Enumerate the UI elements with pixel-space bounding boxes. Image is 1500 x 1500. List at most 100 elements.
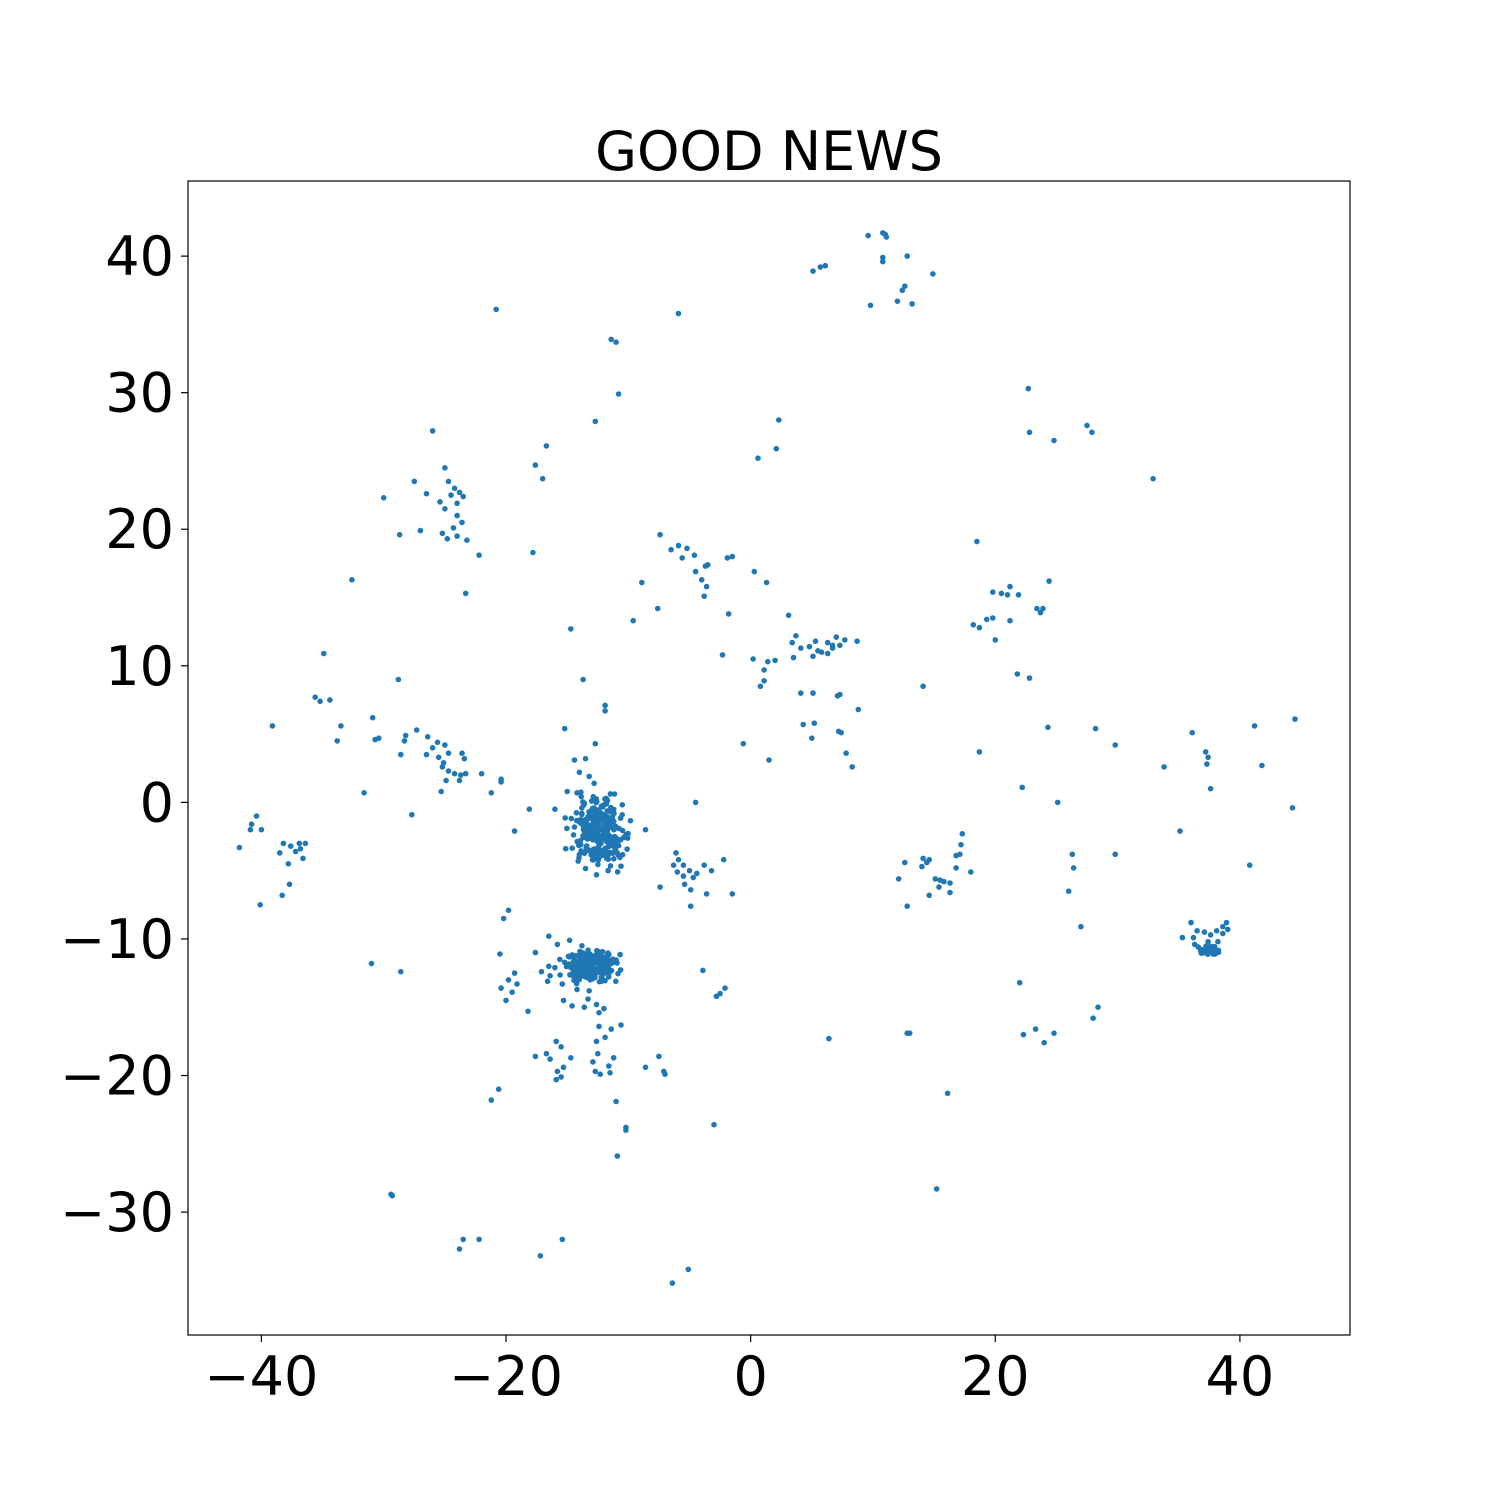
data-point-186 bbox=[558, 1044, 564, 1050]
data-point-138 bbox=[701, 862, 707, 868]
data-point-626 bbox=[588, 852, 594, 858]
x-tick-label: 0 bbox=[733, 1345, 767, 1408]
data-point-4 bbox=[615, 391, 622, 397]
data-point-81 bbox=[247, 826, 254, 833]
data-point-520 bbox=[598, 803, 605, 809]
data-point-288 bbox=[854, 638, 860, 644]
data-point-200 bbox=[607, 1070, 613, 1076]
x-tick-label: 40 bbox=[1206, 1345, 1275, 1408]
data-point-329 bbox=[992, 637, 999, 643]
data-point-608 bbox=[612, 847, 619, 853]
data-point-304 bbox=[800, 721, 806, 728]
data-point-402 bbox=[826, 1035, 832, 1042]
data-point-224 bbox=[700, 967, 706, 974]
data-point-349 bbox=[895, 876, 902, 882]
data-point-298 bbox=[757, 683, 764, 690]
data-point-279 bbox=[790, 654, 797, 661]
y-tick-label: 0 bbox=[140, 771, 174, 834]
data-point-245 bbox=[1025, 385, 1032, 392]
data-point-639 bbox=[584, 847, 591, 854]
data-point-902 bbox=[1206, 949, 1213, 955]
data-point-393 bbox=[1016, 979, 1023, 986]
data-point-845 bbox=[576, 968, 582, 975]
data-point-628 bbox=[593, 819, 600, 826]
data-point-16 bbox=[454, 500, 460, 507]
data-point-214 bbox=[495, 1086, 502, 1092]
data-point-258 bbox=[691, 552, 698, 558]
data-point-236 bbox=[930, 271, 936, 277]
data-point-21 bbox=[442, 506, 448, 512]
data-point-28 bbox=[396, 531, 403, 538]
data-point-67 bbox=[456, 777, 463, 784]
data-point-163 bbox=[566, 937, 573, 944]
data-point-391 bbox=[1215, 938, 1221, 945]
x-axis: −40 −20 0 20 40 bbox=[204, 1335, 1274, 1408]
data-point-197 bbox=[597, 1071, 603, 1077]
data-point-61 bbox=[439, 764, 446, 770]
data-point-240 bbox=[902, 283, 908, 290]
data-point-174 bbox=[560, 997, 567, 1004]
data-point-232 bbox=[865, 232, 871, 239]
data-point-269 bbox=[763, 579, 770, 586]
data-point-93 bbox=[286, 881, 293, 888]
data-point-351 bbox=[902, 859, 908, 866]
data-point-618 bbox=[607, 817, 614, 823]
data-point-344 bbox=[1207, 785, 1214, 792]
data-point-207 bbox=[613, 1098, 619, 1105]
data-point-425 bbox=[562, 815, 568, 821]
data-point-595 bbox=[581, 800, 588, 807]
data-point-199 bbox=[610, 1055, 617, 1061]
data-point-98 bbox=[552, 806, 558, 812]
data-point-321 bbox=[1040, 605, 1046, 612]
data-point-188 bbox=[554, 1068, 561, 1075]
data-point-252 bbox=[773, 445, 780, 452]
data-point-862 bbox=[614, 960, 620, 966]
data-point-346 bbox=[1259, 762, 1265, 769]
data-point-157 bbox=[546, 963, 552, 970]
data-point-267 bbox=[729, 553, 736, 560]
data-point-276 bbox=[793, 633, 799, 639]
data-point-853 bbox=[582, 961, 589, 968]
data-point-582 bbox=[588, 808, 594, 814]
data-point-291 bbox=[829, 642, 836, 649]
data-point-218 bbox=[476, 1236, 482, 1243]
data-point-403 bbox=[944, 1090, 951, 1097]
data-point-377 bbox=[1188, 919, 1194, 926]
data-point-380 bbox=[1207, 932, 1214, 938]
data-point-517 bbox=[607, 791, 614, 797]
data-point-396 bbox=[1041, 1039, 1047, 1046]
data-point-268 bbox=[751, 568, 758, 575]
data-point-859 bbox=[569, 971, 576, 977]
scatter-points bbox=[236, 230, 1298, 1286]
data-point-761 bbox=[561, 959, 568, 966]
data-point-621 bbox=[604, 839, 610, 845]
data-point-854 bbox=[586, 969, 592, 975]
data-point-604 bbox=[582, 816, 589, 823]
data-point-12 bbox=[451, 485, 458, 492]
data-point-121 bbox=[602, 708, 608, 714]
data-point-246 bbox=[1026, 429, 1033, 436]
data-point-36 bbox=[321, 650, 327, 657]
data-point-60 bbox=[398, 751, 404, 758]
data-point-84 bbox=[280, 840, 287, 847]
data-point-397 bbox=[1051, 1030, 1057, 1036]
data-point-139 bbox=[708, 867, 715, 874]
data-point-219 bbox=[456, 1246, 463, 1252]
data-point-264 bbox=[703, 583, 710, 590]
data-point-270 bbox=[639, 579, 645, 586]
data-point-363 bbox=[957, 851, 963, 858]
data-point-254 bbox=[657, 531, 663, 538]
data-point-150 bbox=[505, 977, 512, 983]
data-point-367 bbox=[968, 869, 974, 875]
data-point-257 bbox=[684, 545, 690, 552]
data-point-345 bbox=[1251, 723, 1258, 729]
data-point-181 bbox=[557, 956, 563, 963]
data-point-640 bbox=[592, 826, 599, 833]
data-point-849 bbox=[599, 963, 605, 970]
data-point-637 bbox=[617, 837, 624, 843]
data-point-204 bbox=[656, 1053, 662, 1060]
data-point-18 bbox=[423, 490, 430, 497]
data-point-347 bbox=[1292, 716, 1298, 722]
data-point-137 bbox=[687, 887, 694, 893]
data-point-201 bbox=[590, 1059, 596, 1065]
